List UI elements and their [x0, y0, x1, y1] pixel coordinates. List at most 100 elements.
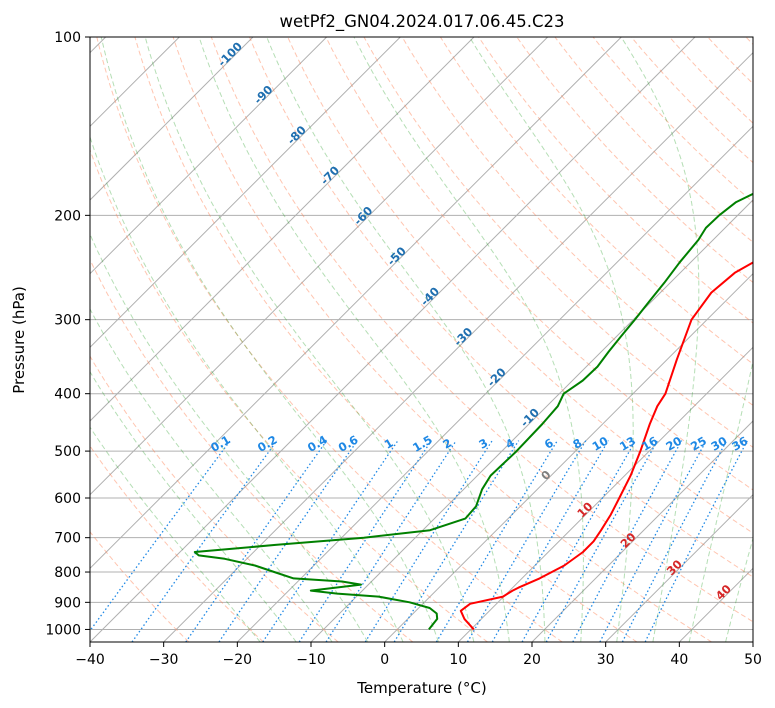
mixing-ratio-line [644, 440, 748, 642]
mixing-ratio-line [521, 440, 637, 642]
mixing-ratio-line [393, 440, 520, 642]
mixing-ratio-line [218, 440, 358, 642]
mixing-ratio-label: 6 [542, 436, 556, 452]
mixing-ratio-label: 1 [382, 436, 396, 452]
isotherm-line [384, 272, 753, 642]
y-tick-label: 400 [54, 387, 81, 403]
dry-adiabat-line [669, 37, 753, 124]
moist-adiabat-line [198, 37, 510, 642]
mixing-ratio-line [572, 440, 683, 642]
chart-grid [90, 37, 753, 642]
dry-adiabat-label: -40 [418, 284, 443, 309]
mixing-ratio-line [599, 440, 707, 642]
y-tick-label: 900 [54, 595, 81, 611]
mixing-ratio-line [262, 440, 399, 642]
dry-adiabat-label: -70 [318, 163, 343, 188]
moist-adiabat-line [90, 426, 261, 642]
isotherm-line [90, 37, 254, 201]
dry-adiabat-line [325, 37, 753, 491]
x-tick-label: 50 [744, 652, 762, 668]
x-tick-label: 30 [597, 652, 615, 668]
isotherm-line [678, 567, 753, 642]
mixing-ratio-label: 3 [476, 436, 490, 452]
mixing-ratio-label: 36 [729, 434, 750, 454]
chart-axes: −40 −30 −20 −10 0 10 20 30 40 5010009008007006005… [45, 30, 762, 668]
mixing-ratio-label: 30 [709, 434, 730, 454]
dry-adiabat-label: -10 [517, 405, 542, 430]
y-tick-label: 800 [54, 565, 81, 581]
dry-adiabat-line [401, 37, 753, 406]
dry-adiabat-line [249, 37, 753, 578]
x-tick-label: −30 [149, 652, 179, 668]
isotherm-line [457, 346, 753, 642]
mixing-ratio-line [491, 440, 609, 642]
moist-adiabat-line [688, 358, 753, 642]
dry-adiabat-line [134, 37, 638, 642]
moist-adiabat-line [90, 308, 333, 642]
mixing-ratio-label: 16 [639, 434, 660, 454]
x-tick-label: −40 [75, 652, 105, 668]
moist-adiabat-line [144, 37, 475, 642]
isotherm-line [752, 641, 753, 642]
moist-adiabat-line [266, 37, 546, 642]
y-tick-label: 100 [54, 30, 81, 46]
x-tick-label: 10 [449, 652, 467, 668]
isotherm-line [163, 51, 753, 642]
dry-adiabat-label: -100 [215, 39, 245, 69]
y-tick-label: 600 [54, 491, 81, 507]
dry-adiabat-line [516, 37, 753, 284]
dry-adiabat-label: -30 [451, 325, 476, 350]
dry-adiabat-label: -20 [484, 365, 509, 390]
isotherm-line [90, 37, 328, 275]
moist-adiabat-label: 40 [713, 582, 734, 603]
dry-adiabat-line [707, 37, 753, 85]
mixing-ratio-line [185, 440, 328, 642]
y-tick-label: 200 [54, 208, 81, 224]
moist-adiabat-label: 20 [617, 530, 638, 551]
dry-adiabat-line [745, 37, 753, 46]
dry-adiabat-line [554, 37, 753, 243]
mixing-ratio-line [545, 440, 659, 642]
dry-adiabat-label: -80 [284, 123, 309, 148]
isotherm-line [531, 420, 753, 642]
dry-adiabat-line [96, 37, 563, 642]
dry-adiabat-line [90, 355, 339, 642]
isotherm-line [90, 37, 622, 570]
isotherm-line [90, 37, 401, 349]
moist-adiabat-label: 10 [574, 499, 595, 520]
dewpoint-profile [193, 192, 753, 631]
moist-adiabat-line [90, 232, 369, 642]
mixing-ratio-label: 2 [440, 436, 454, 452]
y-tick-label: 300 [54, 313, 81, 329]
isotherm-line [90, 37, 696, 642]
dry-adiabat-line [439, 37, 753, 365]
dry-adiabat-line [210, 37, 753, 623]
dry-adiabat-label: -60 [351, 203, 376, 228]
moist-adiabat-label: 0 [538, 467, 554, 483]
mixing-ratio-line [435, 440, 558, 642]
x-tick-label: −10 [296, 652, 326, 668]
dry-adiabat-line [90, 148, 488, 642]
y-tick-label: 700 [54, 531, 81, 547]
dry-adiabat-line [90, 258, 414, 642]
moist-adiabat-line [100, 37, 439, 642]
x-tick-label: −20 [223, 652, 253, 668]
x-axis-title: Temperature (°C) [356, 679, 486, 697]
mixing-ratio-line [325, 440, 457, 642]
isotherm-line [605, 493, 753, 642]
y-axis-title: Pressure (hPa) [10, 286, 28, 394]
x-tick-label: 40 [670, 652, 688, 668]
dry-adiabat-line [172, 37, 712, 642]
dry-adiabat-line [363, 37, 753, 448]
mixing-ratio-label: 8 [570, 436, 584, 452]
x-tick-label: 0 [380, 652, 389, 668]
x-tick-label: 20 [523, 652, 541, 668]
moist-adiabat-line [469, 37, 634, 642]
mixing-ratio-line [364, 440, 493, 642]
mixing-ratio-label: 13 [617, 434, 638, 454]
mixing-ratio-label: 20 [663, 434, 684, 454]
mixing-ratio-line [90, 440, 231, 632]
isotherm-line [90, 37, 475, 422]
moist-adiabat-line [725, 536, 753, 642]
